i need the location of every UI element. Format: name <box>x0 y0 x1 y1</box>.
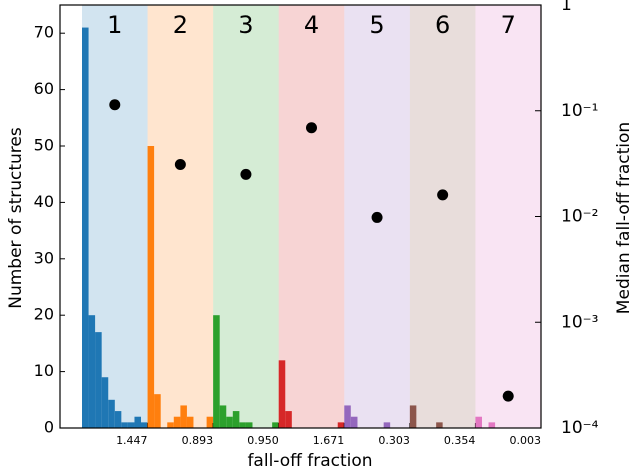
panel-label: 5 <box>369 11 384 39</box>
histogram-bar <box>488 422 496 428</box>
panel-label: 2 <box>173 11 188 39</box>
histogram-bar <box>186 416 194 428</box>
panel-band <box>475 5 541 428</box>
median-point <box>437 189 449 201</box>
x-axis-label: fall-off fraction <box>247 451 372 470</box>
histogram-bar <box>180 405 187 428</box>
histogram-bar <box>226 416 233 428</box>
y-tick-label: 50 <box>34 136 54 155</box>
histogram-bar <box>350 416 358 428</box>
histogram-bar <box>134 416 142 428</box>
histogram-bar <box>206 416 214 428</box>
y-tick-label: 10 <box>34 361 54 380</box>
median-point <box>109 99 121 111</box>
histogram-bar <box>278 360 286 428</box>
histogram-bar <box>173 416 181 428</box>
x-tick-label: 0.303 <box>378 434 410 447</box>
panel-band <box>409 5 476 428</box>
histogram-bar <box>154 394 161 428</box>
histogram-bar <box>232 411 240 428</box>
y2-tick-label: 10⁻³ <box>561 312 598 332</box>
histogram-bar <box>121 422 128 428</box>
histogram-bar <box>108 399 115 428</box>
y-tick-label: 70 <box>34 23 54 42</box>
y-tick-label: 0 <box>44 418 54 437</box>
panel-label: 3 <box>238 11 253 39</box>
median-point <box>174 159 186 171</box>
histogram-bar <box>245 422 253 428</box>
histogram-bar <box>239 422 246 428</box>
histogram-bar <box>167 422 174 428</box>
histogram-bar <box>88 315 96 428</box>
y2-axis-label: Median fall-off fraction <box>614 122 634 314</box>
panel-label: 4 <box>304 11 319 39</box>
histogram-bar <box>213 315 220 428</box>
x-tick-label: 0.354 <box>444 434 476 447</box>
histogram-bar <box>95 332 102 428</box>
histogram-bar <box>114 411 122 428</box>
histogram-bar <box>337 422 345 428</box>
histogram-bar <box>82 27 89 429</box>
y-tick-label: 40 <box>34 192 54 211</box>
histogram-bar <box>436 422 443 428</box>
y2-tick-label: 10⁻² <box>561 207 598 227</box>
panel-band <box>213 5 279 428</box>
histogram-bar <box>344 405 351 428</box>
panel-label: 7 <box>501 11 516 39</box>
x-tick-label: 1.447 <box>116 434 148 447</box>
histogram-bar <box>219 405 227 428</box>
panel-band <box>147 5 214 428</box>
x-tick-label: 1.671 <box>313 434 345 447</box>
median-point <box>240 168 252 180</box>
x-tick-label: 0.893 <box>182 434 214 447</box>
y2-tick-label: 10⁻⁴ <box>561 418 599 438</box>
histogram-bar <box>272 422 279 428</box>
median-point <box>371 211 383 223</box>
y-tick-label: 60 <box>34 79 54 98</box>
panel-label: 6 <box>435 11 450 39</box>
y-axis-label: Number of structures <box>6 127 26 309</box>
histogram-bar <box>285 411 292 428</box>
y2-tick-label: 1 <box>561 0 572 15</box>
histogram-bar <box>383 422 391 428</box>
histogram-bar <box>147 146 155 428</box>
y-tick-label: 30 <box>34 248 54 267</box>
median-point <box>502 390 514 402</box>
plot-frame <box>59 4 542 429</box>
y2-tick-label: 10⁻¹ <box>561 101 598 121</box>
panel-band <box>278 5 345 428</box>
histogram-bar <box>409 405 417 428</box>
histogram-bar <box>101 377 109 428</box>
x-tick-label: 0.950 <box>247 434 279 447</box>
median-point <box>306 122 317 134</box>
y-tick-label: 20 <box>34 305 54 324</box>
histogram-bar <box>127 422 135 428</box>
histogram-bar <box>141 422 148 428</box>
histogram-bar <box>475 416 482 428</box>
panel-label: 1 <box>107 11 122 39</box>
x-tick-label: 0.003 <box>510 434 542 447</box>
